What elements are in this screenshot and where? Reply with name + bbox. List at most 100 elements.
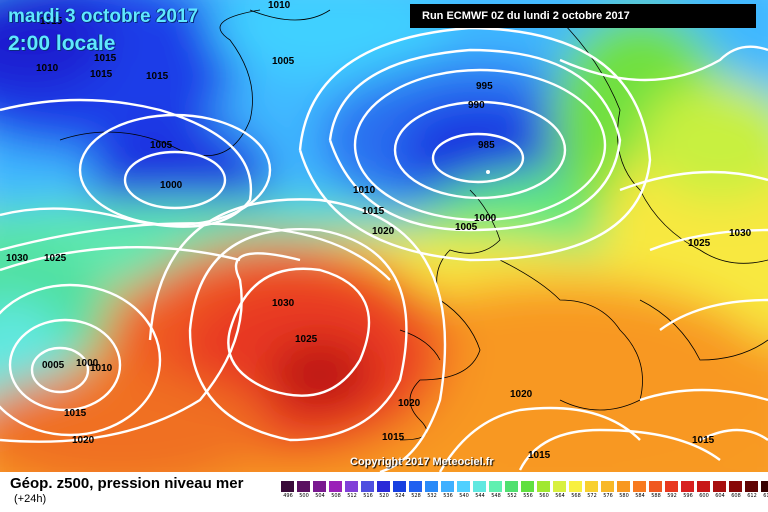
isobar-label: 1005 bbox=[150, 140, 173, 151]
scale-step: 580 bbox=[616, 480, 632, 504]
scale-step: 612 bbox=[744, 480, 760, 504]
isobar-label: 1020 bbox=[72, 435, 95, 446]
scale-label: 528 bbox=[411, 493, 421, 499]
scale-swatch bbox=[744, 480, 759, 493]
scale-step: 544 bbox=[472, 480, 488, 504]
scale-swatch bbox=[280, 480, 295, 493]
scale-step: 552 bbox=[504, 480, 520, 504]
low-centre-marker bbox=[486, 170, 490, 174]
forecast-date: mardi 3 octobre 2017 bbox=[8, 6, 199, 27]
scale-step: 592 bbox=[664, 480, 680, 504]
scale-swatch bbox=[584, 480, 599, 493]
scale-label: 608 bbox=[731, 493, 741, 499]
isobar-label: 1015 bbox=[94, 53, 117, 64]
scale-label: 572 bbox=[587, 493, 597, 499]
scale-swatch bbox=[568, 480, 583, 493]
model-run-banner: Run ECMWF 0Z du lundi 2 octobre 2017 bbox=[410, 4, 756, 28]
scale-label: 500 bbox=[299, 493, 309, 499]
scale-step: 556 bbox=[520, 480, 536, 504]
scale-label: 508 bbox=[331, 493, 341, 499]
scale-step: 528 bbox=[408, 480, 424, 504]
scale-swatch bbox=[472, 480, 487, 493]
isobar-labels: 1010 1015 1015 1015 1015 1010 1005 1005 … bbox=[6, 0, 752, 461]
scale-swatch bbox=[392, 480, 407, 493]
isobar-label: 1015 bbox=[40, 16, 63, 27]
isobar-label: 1010 bbox=[36, 63, 59, 74]
scale-label: 616 bbox=[763, 493, 768, 499]
scale-label: 576 bbox=[603, 493, 613, 499]
scale-swatch bbox=[360, 480, 375, 493]
scale-label: 592 bbox=[667, 493, 677, 499]
scale-label: 536 bbox=[443, 493, 453, 499]
isobar-label: 1000 bbox=[76, 358, 99, 369]
map-canvas: 1010 1015 1015 1015 1015 1010 1005 1005 … bbox=[0, 0, 768, 472]
isobar-label: 1010 bbox=[353, 185, 376, 196]
isobars bbox=[0, 26, 768, 472]
scale-swatch bbox=[600, 480, 615, 493]
isobar-label: 0005 bbox=[42, 360, 65, 371]
scale-label: 512 bbox=[347, 493, 357, 499]
scale-step: 596 bbox=[680, 480, 696, 504]
scale-label: 600 bbox=[699, 493, 709, 499]
scale-step: 520 bbox=[376, 480, 392, 504]
scale-label: 560 bbox=[539, 493, 549, 499]
scale-step: 524 bbox=[392, 480, 408, 504]
isobar-label: 1015 bbox=[382, 432, 405, 443]
scale-step: 516 bbox=[360, 480, 376, 504]
scale-step: 588 bbox=[648, 480, 664, 504]
scale-swatch bbox=[552, 480, 567, 493]
scale-swatch bbox=[616, 480, 631, 493]
isobar-label: 1015 bbox=[528, 450, 551, 461]
scale-label: 552 bbox=[507, 493, 517, 499]
scale-label: 584 bbox=[635, 493, 645, 499]
scale-swatch bbox=[456, 480, 471, 493]
isobar-label: 1020 bbox=[372, 226, 395, 237]
scale-step: 600 bbox=[696, 480, 712, 504]
scale-swatch bbox=[312, 480, 327, 493]
scale-swatch bbox=[344, 480, 359, 493]
scale-step: 584 bbox=[632, 480, 648, 504]
isobar-label: 1015 bbox=[90, 69, 113, 80]
map-footer: Géop. z500, pression niveau mer (+24h) 4… bbox=[0, 472, 768, 512]
scale-swatch bbox=[296, 480, 311, 493]
scale-swatch bbox=[760, 480, 768, 493]
scale-swatch bbox=[696, 480, 711, 493]
scale-label: 548 bbox=[491, 493, 501, 499]
scale-step: 536 bbox=[440, 480, 456, 504]
isobar-label: 1025 bbox=[295, 334, 318, 345]
scale-step: 608 bbox=[728, 480, 744, 504]
scale-swatch bbox=[504, 480, 519, 493]
scale-label: 532 bbox=[427, 493, 437, 499]
scale-step: 560 bbox=[536, 480, 552, 504]
scale-step: 512 bbox=[344, 480, 360, 504]
scale-step: 568 bbox=[568, 480, 584, 504]
scale-label: 564 bbox=[555, 493, 565, 499]
scale-label: 580 bbox=[619, 493, 629, 499]
scale-swatch bbox=[728, 480, 743, 493]
scale-label: 496 bbox=[283, 493, 293, 499]
weather-map: 1010 1015 1015 1015 1015 1010 1005 1005 … bbox=[0, 0, 768, 472]
scale-swatch bbox=[648, 480, 663, 493]
scale-step: 504 bbox=[312, 480, 328, 504]
scale-step: 616 bbox=[760, 480, 768, 504]
scale-label: 516 bbox=[363, 493, 373, 499]
scale-label: 568 bbox=[571, 493, 581, 499]
scale-swatch bbox=[712, 480, 727, 493]
isobar-label: 1000 bbox=[160, 180, 183, 191]
isobar-label: 1020 bbox=[510, 389, 533, 400]
scale-label: 520 bbox=[379, 493, 389, 499]
scale-swatch bbox=[328, 480, 343, 493]
scale-label: 556 bbox=[523, 493, 533, 499]
scale-swatch bbox=[520, 480, 535, 493]
scale-swatch bbox=[664, 480, 679, 493]
scale-swatch bbox=[536, 480, 551, 493]
scale-label: 504 bbox=[315, 493, 325, 499]
isobar-label: 990 bbox=[468, 100, 485, 111]
scale-step: 564 bbox=[552, 480, 568, 504]
scale-swatch bbox=[632, 480, 647, 493]
isobar-label: 1015 bbox=[64, 408, 87, 419]
scale-step: 548 bbox=[488, 480, 504, 504]
isobar-label: 1030 bbox=[729, 228, 752, 239]
forecast-time: 2:00 locale bbox=[8, 32, 116, 55]
isobar-label: 1005 bbox=[272, 56, 295, 67]
